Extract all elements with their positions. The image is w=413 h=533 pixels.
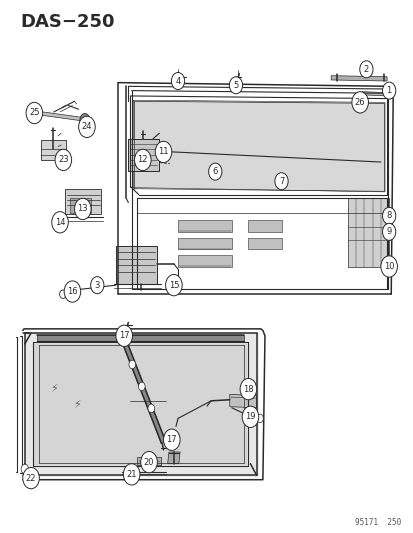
- Circle shape: [240, 378, 256, 400]
- Text: 17: 17: [119, 332, 129, 340]
- Text: 6: 6: [212, 167, 217, 176]
- Circle shape: [256, 414, 263, 423]
- Circle shape: [74, 198, 91, 220]
- Text: 8: 8: [386, 212, 391, 220]
- Polygon shape: [248, 220, 281, 232]
- Circle shape: [382, 82, 395, 99]
- Circle shape: [229, 77, 242, 94]
- Polygon shape: [248, 238, 281, 249]
- Text: 19: 19: [244, 413, 255, 421]
- Circle shape: [21, 464, 28, 474]
- Polygon shape: [33, 111, 89, 122]
- Circle shape: [78, 116, 95, 138]
- Polygon shape: [34, 344, 247, 465]
- Text: 26: 26: [354, 98, 365, 107]
- Text: 20: 20: [143, 458, 154, 466]
- Polygon shape: [330, 76, 386, 81]
- Polygon shape: [136, 457, 161, 465]
- Circle shape: [163, 429, 180, 450]
- Text: 24: 24: [81, 123, 92, 131]
- Circle shape: [171, 72, 184, 90]
- Text: 1: 1: [386, 86, 391, 95]
- Text: 18: 18: [242, 385, 253, 393]
- Circle shape: [129, 360, 135, 369]
- Circle shape: [64, 281, 81, 302]
- Circle shape: [165, 274, 182, 296]
- Text: 12: 12: [137, 156, 148, 164]
- Circle shape: [138, 382, 145, 391]
- Polygon shape: [178, 238, 231, 249]
- Polygon shape: [361, 92, 388, 96]
- Text: 9: 9: [386, 228, 391, 236]
- Circle shape: [148, 404, 154, 413]
- Circle shape: [134, 149, 151, 171]
- Text: 16: 16: [67, 287, 78, 296]
- Text: ⚡: ⚡: [50, 384, 57, 394]
- Text: ⚡: ⚡: [73, 400, 80, 410]
- Circle shape: [357, 96, 366, 107]
- Circle shape: [80, 114, 90, 126]
- Text: 10: 10: [383, 262, 394, 271]
- Text: 4: 4: [175, 77, 180, 85]
- Polygon shape: [347, 198, 388, 266]
- Circle shape: [23, 467, 39, 489]
- Text: 3: 3: [95, 281, 100, 289]
- Circle shape: [351, 92, 368, 113]
- Text: DAS−250: DAS−250: [21, 13, 115, 31]
- Circle shape: [26, 102, 43, 124]
- Polygon shape: [69, 198, 91, 213]
- Polygon shape: [128, 139, 159, 171]
- Circle shape: [382, 207, 395, 224]
- Polygon shape: [178, 220, 231, 232]
- Polygon shape: [167, 452, 180, 464]
- Circle shape: [55, 149, 71, 171]
- Circle shape: [382, 223, 395, 240]
- Polygon shape: [116, 246, 157, 284]
- Text: 11: 11: [158, 148, 169, 156]
- Text: 95171  250: 95171 250: [354, 518, 401, 527]
- Text: 7: 7: [278, 177, 283, 185]
- Text: 25: 25: [29, 109, 40, 117]
- Circle shape: [52, 212, 68, 233]
- Circle shape: [90, 277, 104, 294]
- Circle shape: [155, 141, 171, 163]
- Circle shape: [123, 464, 140, 485]
- Circle shape: [380, 256, 396, 277]
- Circle shape: [33, 107, 41, 117]
- Circle shape: [116, 325, 132, 346]
- Text: 5: 5: [233, 81, 238, 90]
- Text: 22: 22: [26, 474, 36, 482]
- Polygon shape: [25, 333, 258, 477]
- Text: 13: 13: [77, 205, 88, 213]
- Text: 17: 17: [166, 435, 177, 444]
- Text: 15: 15: [168, 281, 179, 289]
- Polygon shape: [37, 335, 244, 341]
- Text: 2: 2: [363, 65, 368, 74]
- Polygon shape: [178, 255, 231, 266]
- Polygon shape: [133, 100, 384, 192]
- Polygon shape: [40, 140, 66, 160]
- Circle shape: [208, 163, 221, 180]
- Polygon shape: [65, 189, 101, 214]
- Text: 21: 21: [126, 470, 137, 479]
- Circle shape: [274, 173, 287, 190]
- Polygon shape: [29, 108, 39, 117]
- Polygon shape: [118, 329, 165, 443]
- Circle shape: [59, 290, 66, 298]
- Text: 14: 14: [55, 218, 65, 227]
- Circle shape: [242, 406, 258, 427]
- Circle shape: [359, 61, 372, 78]
- Text: 23: 23: [58, 156, 69, 164]
- Circle shape: [140, 451, 157, 473]
- Polygon shape: [229, 394, 256, 408]
